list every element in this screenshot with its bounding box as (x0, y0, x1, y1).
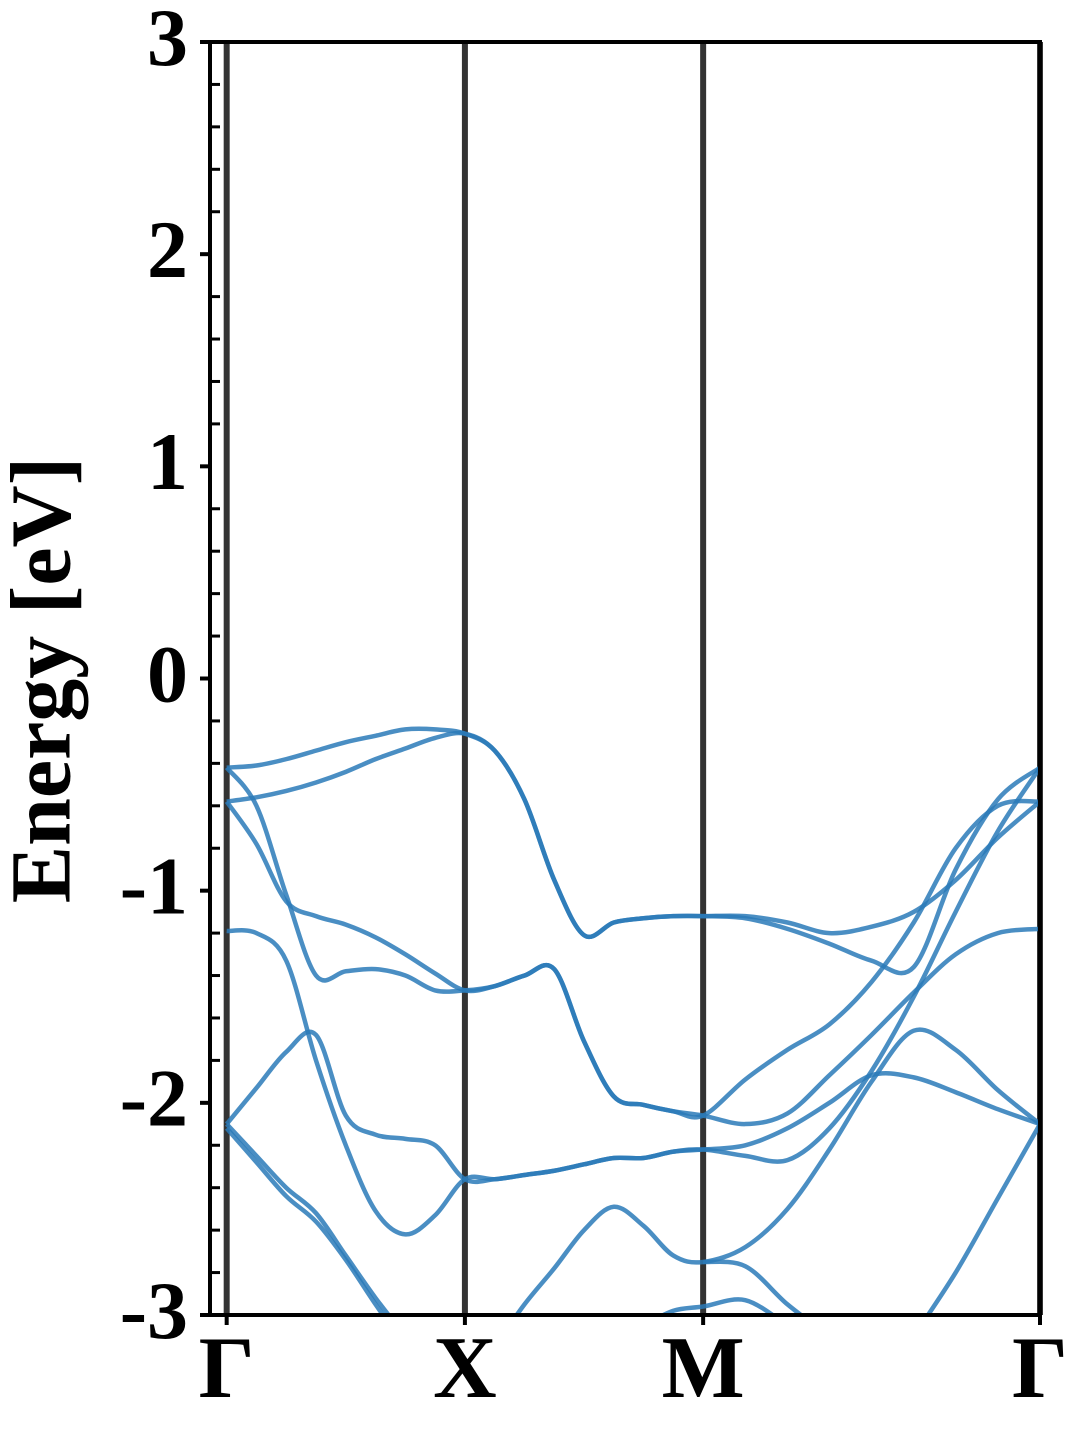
y-tick-label: 0 (147, 628, 188, 719)
plot-frame (208, 40, 1042, 1317)
x-tick-label: Γ (199, 1320, 255, 1417)
y-axis-label: Energy [eV] (0, 457, 89, 904)
band-line (225, 1027, 1040, 1315)
band-line (226, 766, 1040, 1237)
y-tick-label: 1 (147, 416, 188, 507)
band-line (224, 800, 1040, 1127)
y-tick-label: -2 (120, 1053, 188, 1144)
band-line (226, 726, 1040, 940)
x-tick-label: X (433, 1320, 497, 1417)
band-line (224, 766, 1040, 1120)
y-tick-label: 3 (147, 0, 188, 83)
x-tick-label: Γ (1012, 1320, 1068, 1417)
band-line (226, 730, 1040, 976)
y-tick-label: 2 (147, 204, 188, 295)
band-line (224, 1029, 1040, 1185)
x-tick-label: M (662, 1320, 745, 1417)
band-line (224, 1122, 1040, 1315)
y-tick-label: -3 (120, 1265, 188, 1356)
y-tick-label: -1 (120, 840, 188, 931)
bands (224, 726, 1040, 1315)
